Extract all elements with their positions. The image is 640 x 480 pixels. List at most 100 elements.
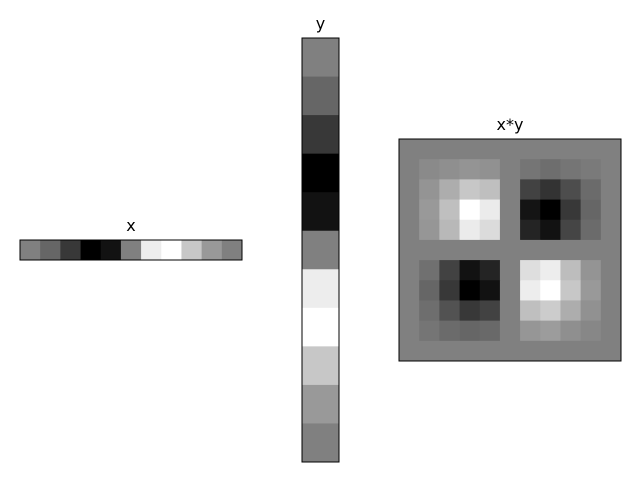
heatmap-x-cell bbox=[100, 240, 122, 261]
heatmap-xy-cell bbox=[520, 239, 541, 261]
heatmap-xy-cell bbox=[560, 139, 582, 160]
heatmap-xy-cell bbox=[540, 159, 561, 180]
heatmap-y-cell bbox=[302, 192, 340, 232]
heatmap-xy-cell bbox=[560, 239, 582, 261]
heatmap-xy-cell bbox=[540, 280, 561, 301]
heatmap-xy-cell bbox=[560, 340, 582, 362]
heatmap-xy-cell bbox=[399, 219, 420, 241]
heatmap-xy-cell bbox=[580, 139, 602, 160]
heatmap-xy-cell bbox=[580, 199, 602, 221]
heatmap-xy-cell bbox=[399, 179, 420, 200]
heatmap-xy-cell bbox=[520, 300, 541, 322]
heatmap-xy-cell bbox=[540, 219, 561, 241]
heatmap-xy-cell bbox=[600, 260, 622, 281]
heatmap-xy-cell bbox=[399, 199, 420, 221]
heatmap-y-cell bbox=[302, 384, 340, 424]
heatmap-xy-cell bbox=[459, 280, 481, 301]
heatmap-xy-cell bbox=[580, 159, 602, 180]
heatmap-xy-cell bbox=[479, 219, 501, 241]
heatmap-xy-cell bbox=[540, 340, 561, 362]
heatmap-xy-cell bbox=[580, 179, 602, 200]
heatmap-xy-cell bbox=[580, 260, 602, 281]
heatmap-xy-cell bbox=[479, 280, 501, 301]
heatmap-xy-cell bbox=[600, 340, 622, 362]
heatmap-xy-cell bbox=[499, 159, 521, 180]
heatmap-y-cell bbox=[302, 423, 340, 463]
heatmap-xy-cell bbox=[419, 260, 440, 281]
heatmap-y-frame bbox=[301, 37, 340, 463]
heatmap-x-frame bbox=[19, 239, 243, 261]
heatmap-xy-cell bbox=[540, 300, 561, 322]
heatmap-x-cells bbox=[20, 240, 243, 261]
heatmap-xy-cell bbox=[419, 179, 440, 200]
heatmap-xy-cell bbox=[439, 199, 460, 221]
heatmap-xy-cell bbox=[560, 320, 582, 342]
heatmap-xy-cell bbox=[479, 199, 501, 221]
heatmap-xy-cell bbox=[399, 320, 420, 342]
heatmap-xy-cell bbox=[560, 280, 582, 301]
heatmap-y-cell bbox=[302, 115, 340, 155]
heatmap-x-cell bbox=[60, 240, 81, 261]
heatmap-xy-cell bbox=[600, 139, 622, 160]
heatmap-xy-cell bbox=[439, 320, 460, 342]
heatmap-x-cell bbox=[201, 240, 223, 261]
heatmap-xy-cell bbox=[419, 199, 440, 221]
heatmap-xy-cell bbox=[520, 139, 541, 160]
heatmap-y-cells bbox=[302, 38, 340, 463]
heatmap-x-cell bbox=[40, 240, 61, 261]
heatmap-x-cell bbox=[120, 240, 142, 261]
heatmap-xy-cell bbox=[399, 280, 420, 301]
heatmap-xy-cell bbox=[499, 139, 521, 160]
heatmap-xy-cell bbox=[399, 159, 420, 180]
heatmap-y-cell bbox=[302, 230, 340, 270]
heatmap-y-title: y bbox=[316, 14, 325, 33]
heatmap-xy-cell bbox=[479, 340, 501, 362]
heatmap-xy-cell bbox=[419, 239, 440, 261]
heatmap-xy-cell bbox=[600, 300, 622, 322]
heatmap-xy-cell bbox=[600, 219, 622, 241]
heatmap-xy-cell bbox=[600, 159, 622, 180]
heatmap-xy-cell bbox=[459, 199, 481, 221]
heatmap-xy-cell bbox=[439, 159, 460, 180]
heatmap-xy-cell bbox=[560, 179, 582, 200]
heatmap-xy-cell bbox=[499, 239, 521, 261]
heatmap-xy-cell bbox=[580, 300, 602, 322]
heatmap-xy-frame bbox=[398, 138, 622, 362]
heatmap-xy-cell bbox=[520, 179, 541, 200]
heatmap-xy-cell bbox=[459, 320, 481, 342]
heatmap-xy-cell bbox=[560, 159, 582, 180]
heatmap-xy-cell bbox=[580, 340, 602, 362]
heatmap-xy-cell bbox=[479, 300, 501, 322]
heatmap-xy-cell bbox=[540, 179, 561, 200]
heatmap-xy-title: x*y bbox=[497, 115, 524, 134]
heatmap-xy-cell bbox=[399, 340, 420, 362]
heatmap-x-cell bbox=[80, 240, 102, 261]
heatmap-xy-cell bbox=[540, 139, 561, 160]
heatmap-xy-cell bbox=[520, 280, 541, 301]
heatmap-xy-cell bbox=[439, 239, 460, 261]
heatmap-xy-cell bbox=[479, 139, 501, 160]
heatmap-xy-cell bbox=[499, 340, 521, 362]
heatmap-xy-cell bbox=[499, 320, 521, 342]
heatmap-xy-cell bbox=[439, 139, 460, 160]
heatmap-xy-cell bbox=[580, 239, 602, 261]
heatmap-xy-cell bbox=[600, 179, 622, 200]
heatmap-xy-cell bbox=[439, 280, 460, 301]
heatmap-xy-cell bbox=[560, 260, 582, 281]
heatmap-xy-cell bbox=[459, 300, 481, 322]
heatmap-xy-cell bbox=[439, 219, 460, 241]
heatmap-xy-cell bbox=[419, 219, 440, 241]
heatmap-xy-cell bbox=[540, 239, 561, 261]
heatmap-xy-cell bbox=[499, 260, 521, 281]
heatmap-x-cell bbox=[221, 240, 243, 261]
heatmap-xy-cell bbox=[419, 320, 440, 342]
heatmap-xy-cell bbox=[560, 219, 582, 241]
heatmap-xy-cell bbox=[459, 139, 481, 160]
heatmap-xy-cell bbox=[580, 280, 602, 301]
heatmap-xy-cell bbox=[459, 239, 481, 261]
heatmap-xy-cell bbox=[580, 320, 602, 342]
heatmap-xy-cell bbox=[419, 340, 440, 362]
heatmap-xy-cell bbox=[399, 139, 420, 160]
heatmap-xy-cell bbox=[419, 300, 440, 322]
